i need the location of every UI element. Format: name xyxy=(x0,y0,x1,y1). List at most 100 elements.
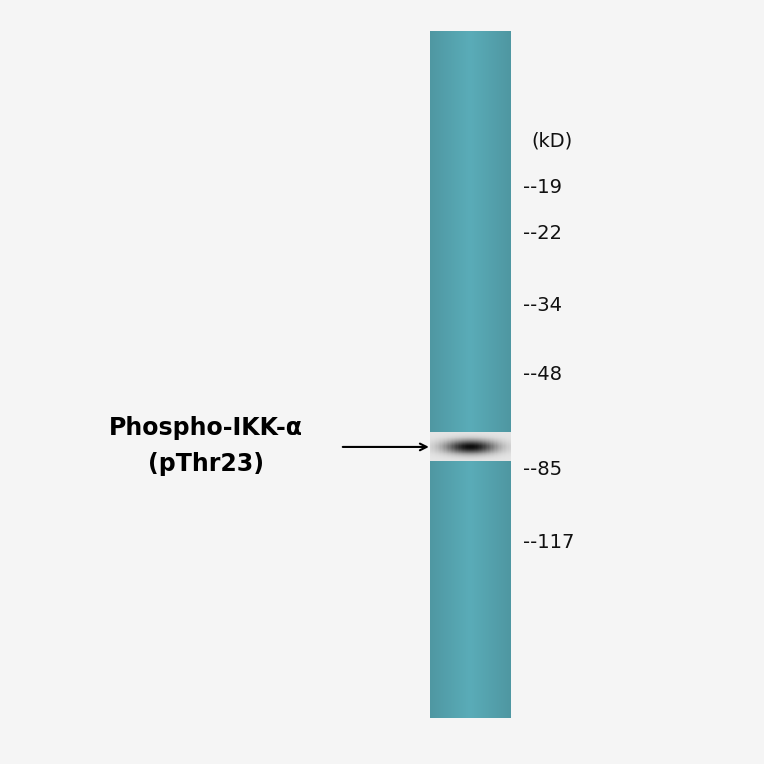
Bar xyxy=(509,454,511,455)
Bar xyxy=(448,436,451,438)
Bar xyxy=(474,445,476,446)
Bar xyxy=(502,434,504,435)
Bar xyxy=(441,432,442,434)
Bar xyxy=(470,457,472,458)
Bar xyxy=(466,456,468,457)
Bar xyxy=(455,458,458,460)
Bar xyxy=(438,439,440,440)
Bar xyxy=(450,446,452,447)
Bar xyxy=(491,451,494,452)
Bar xyxy=(439,448,442,449)
Bar xyxy=(466,445,468,446)
Bar xyxy=(457,445,458,446)
Bar xyxy=(435,451,437,452)
Bar xyxy=(450,442,452,443)
Bar xyxy=(474,432,476,434)
Bar xyxy=(501,31,502,718)
Bar xyxy=(481,453,483,454)
Bar xyxy=(472,432,474,433)
Bar xyxy=(445,455,447,456)
Bar xyxy=(503,444,506,445)
Bar xyxy=(450,437,452,438)
Bar xyxy=(484,445,485,446)
Bar xyxy=(506,446,508,447)
Bar xyxy=(489,451,490,452)
Bar xyxy=(489,446,490,448)
Bar xyxy=(489,443,490,444)
Bar xyxy=(443,439,445,440)
Bar xyxy=(441,444,442,445)
Bar xyxy=(477,432,479,434)
Bar xyxy=(461,433,463,435)
Bar xyxy=(451,31,452,718)
Bar xyxy=(432,450,435,451)
Bar xyxy=(435,31,437,718)
Bar xyxy=(432,458,435,459)
Bar xyxy=(468,451,471,452)
Bar xyxy=(474,435,476,437)
Bar xyxy=(482,455,484,457)
Bar xyxy=(468,437,471,438)
Bar xyxy=(443,458,445,459)
Bar xyxy=(498,446,500,447)
Bar xyxy=(436,458,439,459)
Bar xyxy=(491,448,494,449)
Bar xyxy=(493,452,495,454)
Bar xyxy=(472,438,474,439)
Bar xyxy=(478,450,480,451)
Bar xyxy=(441,440,442,441)
Bar xyxy=(436,458,439,460)
Bar xyxy=(484,449,485,451)
Bar xyxy=(468,436,469,437)
Bar xyxy=(446,439,448,440)
Bar xyxy=(497,446,499,447)
Bar xyxy=(461,440,463,441)
Bar xyxy=(442,452,444,453)
Bar xyxy=(503,447,506,448)
Bar xyxy=(500,448,503,449)
Bar xyxy=(475,449,478,450)
Bar xyxy=(441,451,442,452)
Bar xyxy=(455,434,458,435)
Bar xyxy=(497,458,499,460)
Bar xyxy=(432,444,435,445)
Bar xyxy=(466,458,468,460)
Bar xyxy=(463,432,465,433)
Bar xyxy=(472,458,474,459)
Bar xyxy=(479,446,481,448)
Bar xyxy=(438,458,440,459)
Bar xyxy=(431,438,433,439)
Bar xyxy=(468,432,471,434)
Bar xyxy=(503,445,506,447)
Bar xyxy=(468,455,471,456)
Bar xyxy=(441,452,442,453)
Bar xyxy=(434,452,436,453)
Bar xyxy=(487,440,490,441)
Bar xyxy=(430,450,432,451)
Bar xyxy=(491,453,494,454)
Bar xyxy=(498,458,500,459)
Bar xyxy=(495,454,497,455)
Bar xyxy=(452,435,453,436)
Bar xyxy=(471,436,474,437)
Bar xyxy=(443,456,445,457)
Bar xyxy=(494,448,496,449)
Bar xyxy=(454,455,456,456)
Bar xyxy=(478,458,480,459)
Bar xyxy=(461,433,463,434)
Bar xyxy=(481,447,483,448)
Bar xyxy=(452,455,453,456)
Bar xyxy=(500,456,501,457)
Bar xyxy=(430,444,432,445)
Bar xyxy=(441,460,442,461)
Bar xyxy=(479,460,481,461)
Bar xyxy=(500,445,503,447)
Bar xyxy=(432,445,435,446)
Bar xyxy=(462,454,464,455)
Bar xyxy=(490,439,492,440)
Bar xyxy=(439,455,442,457)
Bar xyxy=(436,31,437,718)
Bar xyxy=(439,445,442,446)
Bar xyxy=(458,444,460,445)
Bar xyxy=(457,443,458,445)
